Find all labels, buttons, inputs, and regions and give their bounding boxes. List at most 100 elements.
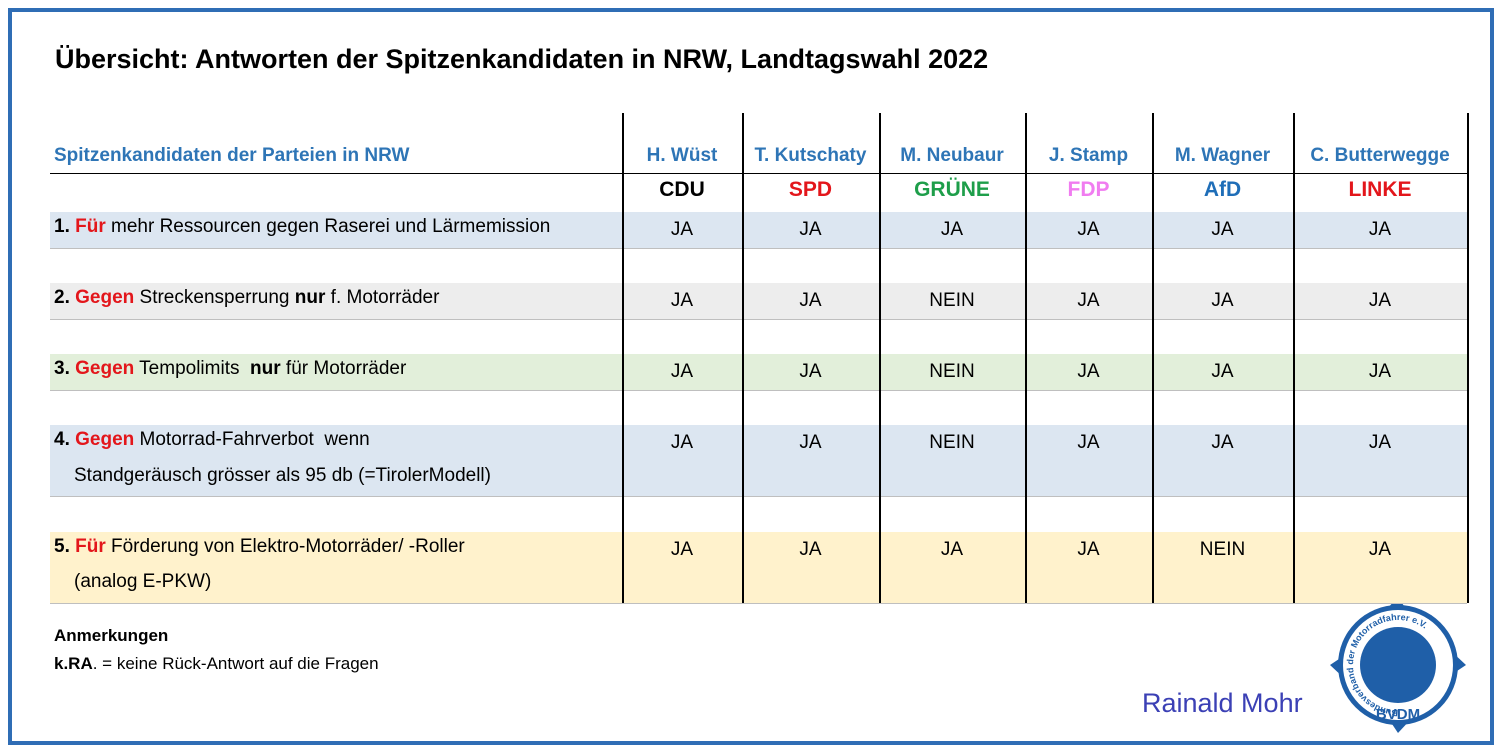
answer: JA: [670, 219, 694, 240]
party: GRÜNE: [914, 178, 990, 201]
text-part: 1.: [54, 216, 76, 237]
answer: JA: [1077, 219, 1100, 240]
text-part: Für: [75, 535, 106, 557]
answer: JA: [940, 538, 964, 560]
text-part: 2.: [54, 287, 76, 308]
candidate: J. Stamp: [1048, 145, 1129, 166]
row-line: [50, 319, 1467, 320]
frame: [8, 8, 1494, 745]
row-line: [50, 173, 1467, 174]
text-part: k.RA: [54, 654, 93, 673]
text-part: . = keine Rück-Antwort auf die Fragen: [92, 654, 379, 673]
notes-line: k.RA. = keine Rück-Antwort auf die Frage…: [54, 654, 379, 674]
answer: NEIN: [929, 290, 975, 311]
notes-heading: Anmerkungen: [54, 626, 169, 645]
row-line: [50, 603, 1467, 604]
text-part: 5.: [54, 535, 76, 557]
text-part: Förderung von Elektro-Motorräder/ -Rolle…: [105, 535, 465, 557]
answer: JA: [799, 432, 822, 453]
answer: JA: [1368, 361, 1392, 382]
text-part: 4.: [54, 429, 76, 450]
col-line: [742, 113, 744, 603]
row-bg: [50, 283, 1467, 319]
row-bg: [50, 425, 1467, 461]
text-part: Streckensperrung: [134, 287, 295, 308]
answer: JA: [799, 290, 822, 311]
answer: JA: [670, 361, 694, 382]
answer: NEIN: [929, 361, 975, 382]
text-part: (analog E-PKW): [74, 571, 212, 592]
answer: JA: [799, 361, 822, 382]
title: Übersicht: Antworten der Spitzenkandidat…: [55, 44, 989, 74]
logo-name: BVDM: [1376, 706, 1420, 723]
candidate: H. Wüst: [646, 145, 718, 166]
text-part: Motorrad-Fahrverbot wenn: [134, 429, 370, 450]
col-line: [1293, 113, 1295, 603]
author: Rainald Mohr: [1142, 688, 1303, 718]
text-part: nur: [294, 287, 326, 308]
party: CDU: [659, 178, 705, 201]
row-bg: [50, 531, 1467, 567]
question-line: 3. Gegen Tempolimits nur für Motorräder: [54, 358, 406, 380]
text-part: Für: [75, 216, 106, 237]
col-line: [879, 113, 881, 603]
party: AfD: [1203, 178, 1242, 201]
row-line: [50, 248, 1467, 249]
row-line: [50, 390, 1467, 391]
answer: JA: [1211, 290, 1234, 311]
answer: JA: [1211, 361, 1234, 382]
answer: JA: [1211, 432, 1234, 453]
answer: JA: [1368, 432, 1392, 453]
text-part: Tempolimits: [134, 358, 251, 379]
row-line: [50, 496, 1467, 497]
answer: JA: [1077, 432, 1100, 453]
logo-inner: [1360, 627, 1436, 703]
answer: JA: [1077, 290, 1100, 311]
answer: JA: [940, 219, 964, 240]
text-part: für Motorräder: [280, 358, 407, 379]
row-bg: [50, 567, 1467, 603]
col-line: [1025, 113, 1027, 603]
answer: JA: [670, 538, 694, 560]
party: FDP: [1067, 178, 1110, 201]
candidate: T. Kutschaty: [754, 145, 867, 166]
answer: JA: [670, 290, 694, 311]
text-part: Gegen: [75, 287, 135, 308]
answer: JA: [1211, 219, 1234, 240]
row-bg: [50, 354, 1467, 390]
answer: JA: [799, 538, 822, 560]
question-line: Standgeräusch grösser als 95 db (=Tirole…: [74, 465, 491, 487]
candidate: M. Neubaur: [900, 145, 1004, 166]
col-line: [1467, 113, 1469, 603]
text-part: nur: [250, 358, 281, 379]
question-line: 5. Für Förderung von Elektro-Motorräder/…: [54, 536, 465, 558]
answer: JA: [670, 432, 694, 453]
text-part: Standgeräusch grösser als 95 db (=Tirole…: [74, 464, 491, 486]
text-part: 3.: [54, 358, 76, 379]
answer: JA: [1077, 538, 1100, 560]
text-part: f. Motorräder: [325, 287, 440, 308]
answer: NEIN: [1199, 538, 1246, 560]
row-bg: [50, 212, 1467, 248]
question-line: 2. Gegen Streckensperrung nur f. Motorrä…: [54, 287, 439, 309]
candidate: M. Wagner: [1174, 145, 1271, 166]
question-line: (analog E-PKW): [74, 571, 211, 593]
header-label: Spitzenkandidaten der Parteien in NRW: [54, 145, 410, 166]
candidate: C. Butterwegge: [1310, 145, 1450, 166]
question-line: 1. Für mehr Ressourcen gegen Raserei und…: [54, 216, 550, 238]
text-part: Gegen: [75, 429, 135, 450]
answer: JA: [799, 219, 822, 240]
answer: JA: [1077, 361, 1100, 382]
text-part: mehr Ressourcen gegen Raserei und Lärmem…: [105, 216, 551, 237]
answer: JA: [1368, 290, 1392, 311]
row-bg: [50, 460, 1467, 496]
text-part: Gegen: [75, 358, 135, 379]
answer: NEIN: [929, 432, 975, 453]
col-line: [1152, 113, 1154, 603]
party: SPD: [788, 178, 833, 201]
logo: Bundesverband der Motorradfahrer e.V. BV…: [1330, 597, 1466, 733]
answer: JA: [1368, 538, 1392, 560]
answer: JA: [1368, 219, 1392, 240]
col-line: [622, 113, 624, 603]
